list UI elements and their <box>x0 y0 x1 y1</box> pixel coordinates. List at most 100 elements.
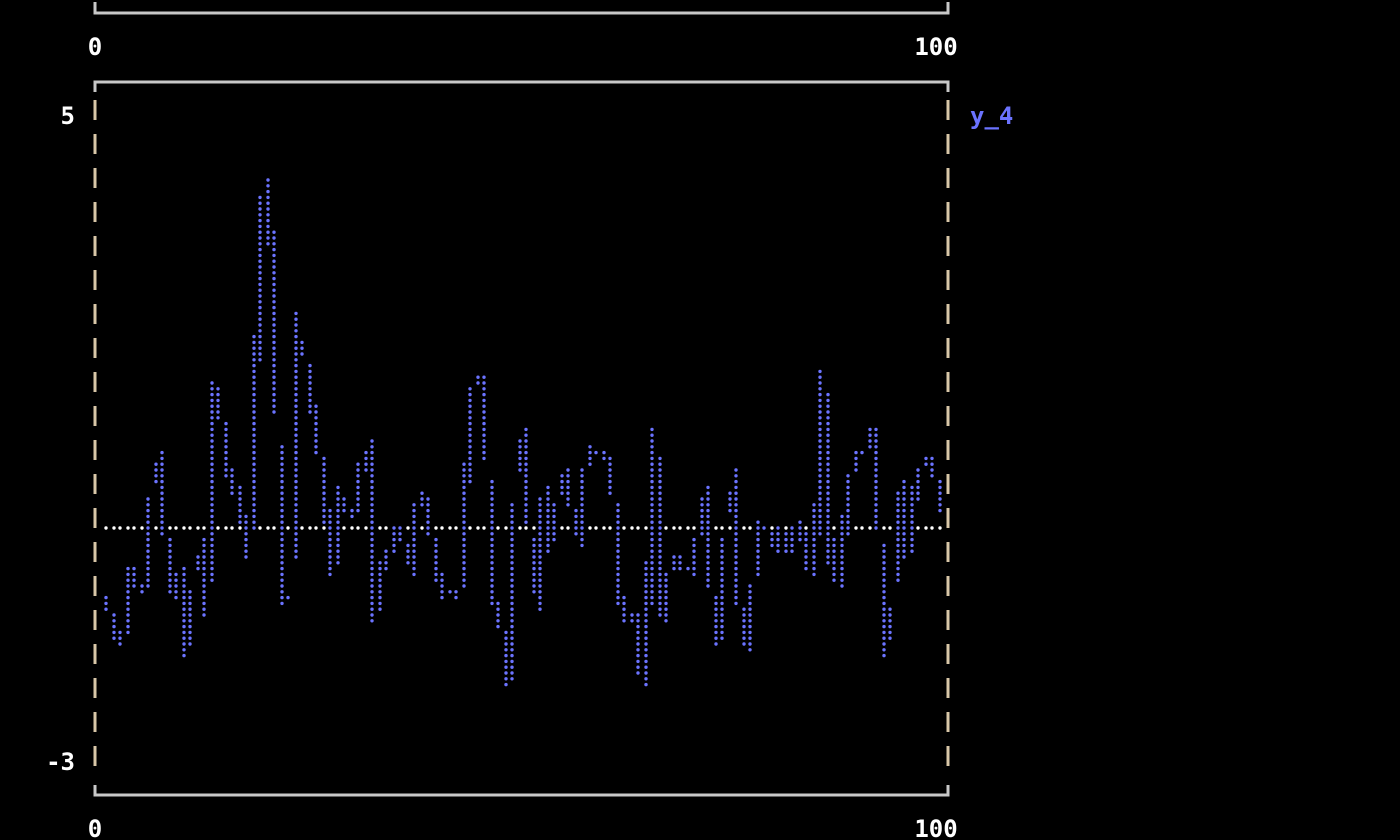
series-dot <box>574 520 578 524</box>
series-dot <box>496 601 500 606</box>
series-dot <box>790 549 794 553</box>
series-dot <box>294 491 298 495</box>
series-dot <box>252 468 256 472</box>
series-dot <box>608 485 612 490</box>
series-dot <box>734 566 738 571</box>
series-dot <box>818 433 822 437</box>
series-dot <box>252 421 256 426</box>
series-dot <box>398 532 402 536</box>
series-dot <box>392 526 396 530</box>
series-dot <box>182 566 186 571</box>
series-dot <box>832 543 836 548</box>
series-dot <box>748 584 752 588</box>
series-dot <box>252 340 256 345</box>
series-dot <box>294 421 298 426</box>
top-panel-x-tick-0: 0 <box>88 33 102 61</box>
series-dot <box>896 532 900 536</box>
series-dot <box>322 474 326 478</box>
series-dot <box>146 561 150 565</box>
series-dot <box>854 456 858 461</box>
series-dot <box>826 392 830 397</box>
series-dot <box>182 595 186 600</box>
series-dot <box>188 624 192 629</box>
series-dot <box>602 456 606 461</box>
series-dot <box>280 485 284 490</box>
series-dot <box>532 566 536 571</box>
series-dot <box>272 358 276 362</box>
series-dot <box>574 508 578 513</box>
series-dot <box>462 584 466 588</box>
series-dot <box>210 450 214 455</box>
series-dot <box>938 485 942 490</box>
series-dot <box>672 566 676 571</box>
series-dot <box>734 578 738 582</box>
series-dot <box>644 659 648 664</box>
series-dot <box>210 387 214 391</box>
series-dot <box>706 503 710 507</box>
series-dot <box>118 630 122 635</box>
series-dot <box>336 491 340 495</box>
series-dot <box>784 549 788 553</box>
series-dot <box>146 543 150 548</box>
series-dot <box>874 508 878 513</box>
series-dot <box>272 311 276 316</box>
series-dot <box>224 456 228 461</box>
series-dot <box>252 358 256 362</box>
series-dot <box>294 398 298 403</box>
series-dot <box>210 491 214 495</box>
series-dot <box>616 532 620 536</box>
series-dot <box>664 584 668 588</box>
series-dot <box>818 404 822 408</box>
series-dot <box>468 479 472 484</box>
series-dot <box>636 671 640 675</box>
series-dot <box>258 346 262 350</box>
series-dot <box>216 387 220 391</box>
series-dot <box>370 572 374 577</box>
series-dot <box>462 572 466 577</box>
series-dot <box>888 607 892 611</box>
series-dot <box>420 491 424 495</box>
series-dot <box>658 503 662 507</box>
series-dot <box>734 532 738 536</box>
series-dot <box>210 561 214 565</box>
series-dot <box>272 334 276 339</box>
series-dot <box>874 445 878 449</box>
series-dot <box>714 595 718 600</box>
series-dot <box>650 468 654 472</box>
series-dot <box>524 514 528 519</box>
zero-line-dot <box>364 526 368 530</box>
series-dot <box>224 450 228 455</box>
series-dot <box>574 526 578 530</box>
series-dot <box>538 595 542 600</box>
series-dot <box>770 543 774 548</box>
series-dot <box>448 590 452 594</box>
zero-line-dot <box>518 526 522 530</box>
series-dot <box>622 607 626 611</box>
series-dot <box>504 642 508 646</box>
x-tick-100: 100 <box>914 815 957 840</box>
series-dot <box>490 543 494 548</box>
series-dot <box>650 445 654 449</box>
series-dot <box>294 439 298 443</box>
zero-line-dot <box>266 526 270 530</box>
series-dot <box>294 329 298 333</box>
series-dot <box>370 450 374 455</box>
y-tick-neg3: -3 <box>46 748 75 776</box>
series-dot <box>490 508 494 513</box>
series-dot <box>202 561 206 565</box>
series-dot <box>874 474 878 478</box>
series-dot <box>804 566 808 571</box>
series-dot <box>210 566 214 571</box>
series-dot <box>650 497 654 501</box>
series-dot <box>160 491 164 495</box>
series-dot <box>846 497 850 501</box>
series-dot <box>812 566 816 571</box>
series-dot <box>280 514 284 519</box>
series-dot <box>294 392 298 397</box>
series-dot <box>342 508 346 513</box>
series-dot <box>510 537 514 542</box>
plot-frame-top <box>93 80 950 92</box>
series-dot <box>580 497 584 501</box>
series-dot <box>706 578 710 582</box>
series-dot <box>650 543 654 548</box>
